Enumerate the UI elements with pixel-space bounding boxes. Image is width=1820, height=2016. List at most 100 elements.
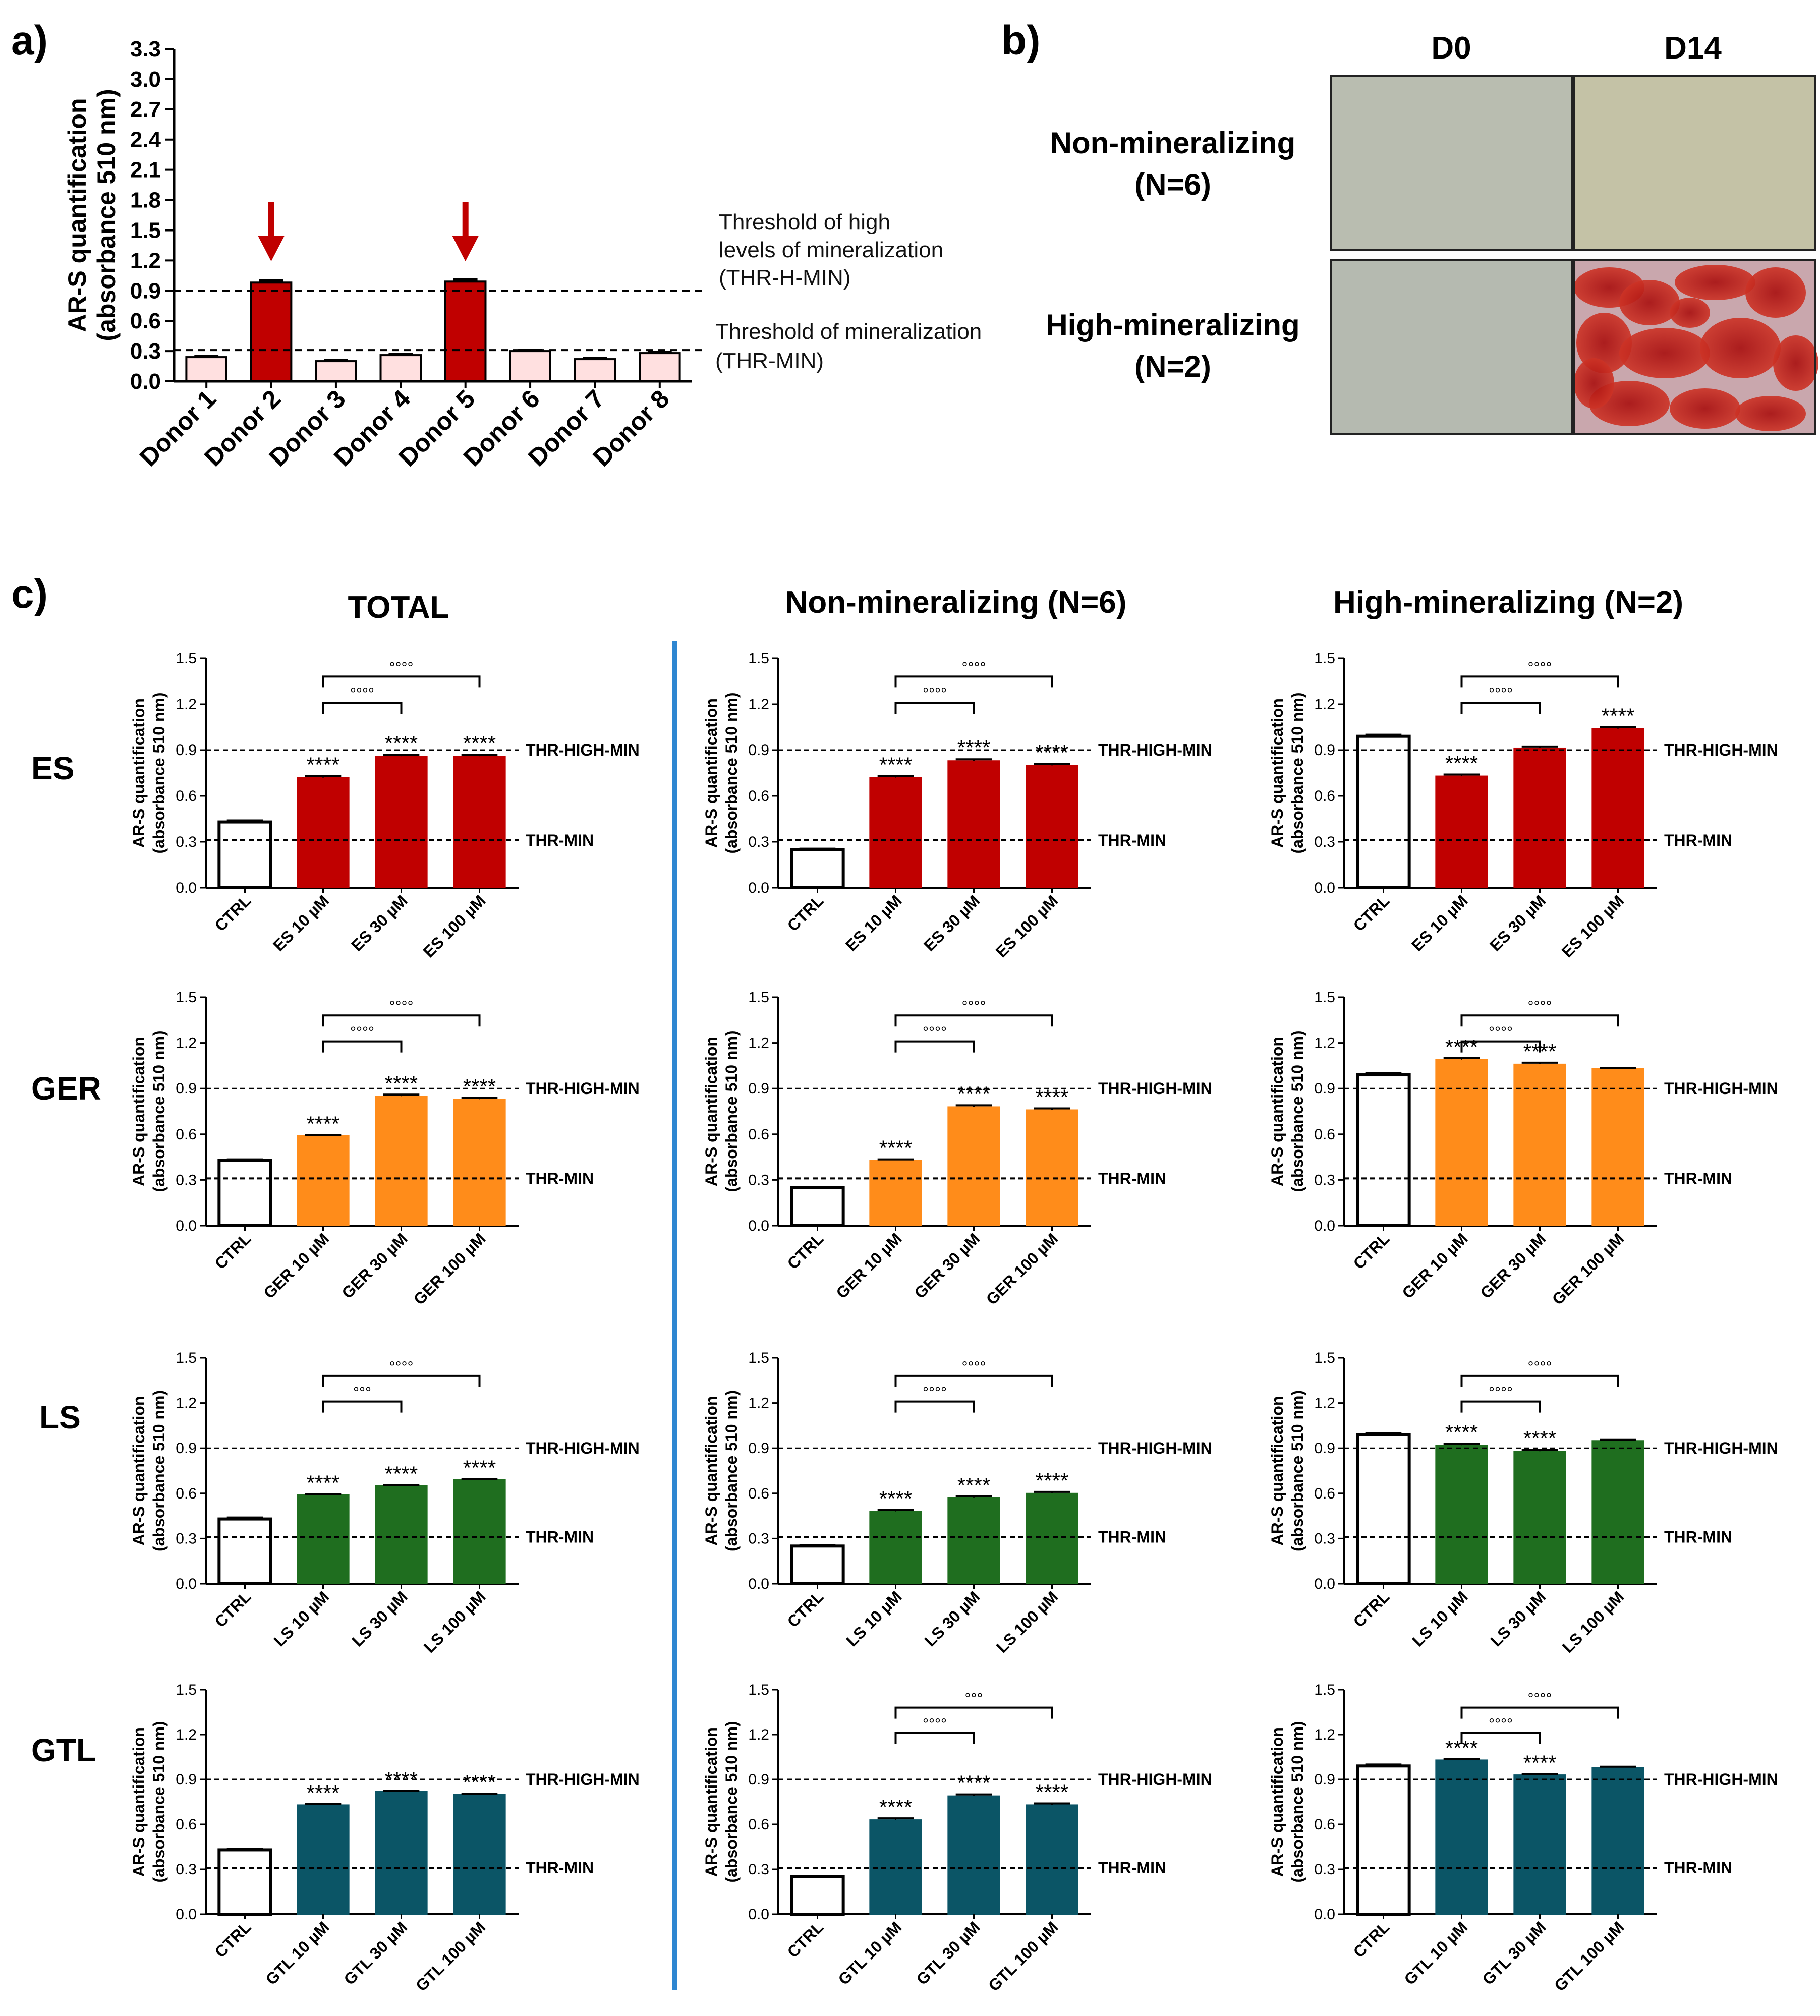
bar	[375, 1485, 428, 1585]
stain-blob	[1576, 313, 1632, 373]
significance-stars: ****	[1036, 1469, 1068, 1492]
bar	[1513, 1063, 1566, 1226]
stain-blob	[1773, 335, 1818, 391]
threshold-label: THR-HIGH-MIN	[526, 741, 640, 759]
significance-stars: ****	[1602, 704, 1634, 728]
comparison-label: °°°°	[962, 998, 986, 1015]
y-tick-label: 0.3	[176, 834, 197, 850]
significance-stars: ****	[957, 736, 990, 760]
bar	[947, 760, 1000, 888]
significance-stars: ****	[879, 1795, 912, 1819]
bar	[453, 1099, 506, 1227]
y-tick-label: 0.9	[748, 1080, 769, 1097]
y-axis-subtitle: (absorbance 510 nm)	[1288, 1390, 1306, 1551]
chart-es-non: 0.0 0.3 0.6 0.9 1.2 1.5 AR-S quantification (ab…	[702, 650, 1212, 961]
chart-ger-total: 0.0 0.3 0.6 0.9 1.2 1.5 AR-S quantification (ab…	[130, 989, 640, 1308]
bar	[217, 1159, 272, 1227]
bar	[1356, 1073, 1411, 1228]
chart-ls-non: 0.0 0.3 0.6 0.9 1.2 1.5 AR-S quantification (ab…	[702, 1350, 1212, 1656]
threshold-annotation: (THR-H-MIN)	[719, 265, 850, 290]
bar	[509, 350, 551, 382]
x-tick-label: ES 10 µM	[1408, 891, 1471, 954]
threshold-label: THR-HIGH-MIN	[1664, 1770, 1778, 1789]
stain-blob	[1670, 298, 1710, 328]
micrograph-high-d0	[1330, 259, 1573, 435]
x-tick-label: GER 30 µM	[1476, 1229, 1549, 1302]
y-tick-label: 2.4	[130, 128, 161, 152]
y-tick-label: 0.6	[748, 1485, 769, 1502]
x-tick-label: CTRL	[211, 891, 255, 935]
threshold-label: THR-MIN	[1664, 1169, 1732, 1187]
comparison-bracket	[894, 701, 975, 714]
y-axis-title: AR-S quantification	[702, 1727, 720, 1877]
x-tick-label: GTL 10 µM	[1401, 1918, 1471, 1988]
significance-stars: ****	[957, 1771, 990, 1795]
x-tick-label: CTRL	[1350, 891, 1393, 935]
bar	[453, 756, 506, 888]
y-tick-label: 0.0	[1314, 1576, 1335, 1592]
comparison-label: °°°°	[923, 1716, 947, 1733]
x-tick-label: CTRL	[1350, 1587, 1393, 1631]
significance-stars: ****	[385, 731, 418, 755]
x-tick-label: GTL 10 µM	[262, 1918, 333, 1988]
x-tick-label: GER 100 µM	[410, 1229, 489, 1308]
row-label-high-line2: (N=2)	[1134, 350, 1211, 383]
y-tick-label: 0.6	[176, 788, 197, 804]
y-tick-label: 0.6	[176, 1126, 197, 1143]
x-tick-label: LS 100 µM	[420, 1587, 489, 1656]
y-tick-label: 1.5	[130, 218, 161, 243]
x-tick-label: LS 30 µM	[921, 1587, 983, 1650]
row-label-ls: LS	[39, 1399, 81, 1435]
chart-ls-high: 0.0 0.3 0.6 0.9 1.2 1.5 AR-S quantification (ab…	[1268, 1350, 1778, 1656]
col-header-d0: D0	[1431, 31, 1471, 66]
chart-gtl-non: 0.0 0.3 0.6 0.9 1.2 1.5 AR-S quantification (ab…	[702, 1682, 1212, 1995]
x-tick-label: GTL 30 µM	[340, 1918, 411, 1988]
comparison-bracket	[1460, 1400, 1541, 1413]
y-tick-label: 1.2	[176, 1035, 197, 1052]
bar	[1026, 1109, 1078, 1226]
stain-blob	[1619, 280, 1680, 325]
bar	[1026, 765, 1078, 889]
bar	[790, 848, 845, 889]
y-tick-label: 0.0	[748, 1576, 769, 1592]
bar	[1513, 747, 1566, 888]
row-label-es: ES	[31, 750, 74, 786]
row-label-non-line2: (N=6)	[1134, 167, 1211, 201]
y-tick-label: 0.3	[130, 339, 161, 364]
y-axis-title: AR-S quantification	[702, 1396, 720, 1546]
bar	[297, 1135, 350, 1227]
significance-stars: ****	[957, 1473, 990, 1497]
stain-blob	[1574, 358, 1614, 409]
threshold-label: THR-MIN	[1098, 831, 1166, 849]
y-axis-title: AR-S quantification	[1268, 1036, 1286, 1186]
comparison-label: °°°	[965, 1691, 983, 1707]
y-tick-label: 0.6	[1314, 1485, 1335, 1502]
bar	[1591, 1767, 1644, 1915]
y-axis-subtitle: (absorbance 510 nm)	[722, 1030, 741, 1192]
y-tick-label: 0.9	[176, 1771, 197, 1788]
comparison-bracket	[322, 1040, 403, 1053]
x-tick-label: CTRL	[211, 1587, 255, 1631]
y-tick-label: 1.5	[1314, 650, 1335, 667]
arrow-head	[452, 236, 479, 261]
x-tick-label: GER 10 µM	[1398, 1229, 1471, 1302]
comparison-label: °°°°	[1489, 1716, 1513, 1733]
y-tick-label: 0.9	[1314, 1771, 1335, 1788]
significance-stars: ****	[879, 1487, 912, 1511]
x-tick-label: GTL 100 µM	[985, 1918, 1062, 1995]
threshold-annotation: Threshold of mineralization	[715, 319, 982, 344]
significance-stars: ****	[463, 1456, 496, 1479]
threshold-label: THR-MIN	[1664, 1528, 1732, 1546]
x-tick-label: GER 10 µM	[832, 1229, 905, 1302]
x-tick-label: ES 100 µM	[992, 891, 1062, 961]
threshold-annotation: (THR-MIN)	[715, 349, 824, 373]
y-tick-label: 1.5	[1314, 1682, 1335, 1698]
significance-stars: ****	[307, 1112, 339, 1135]
y-tick-label: 0.6	[748, 788, 769, 804]
y-tick-label: 1.2	[176, 696, 197, 713]
row-label-high-line1: High-mineralizing	[1046, 308, 1299, 342]
chart-gtl-total: 0.0 0.3 0.6 0.9 1.2 1.5 AR-S quantification (ab…	[130, 1682, 640, 1995]
bar	[1356, 1433, 1411, 1586]
y-tick-label: 1.2	[130, 248, 161, 273]
column-title-non: Non-mineralizing (N=6)	[785, 585, 1127, 620]
